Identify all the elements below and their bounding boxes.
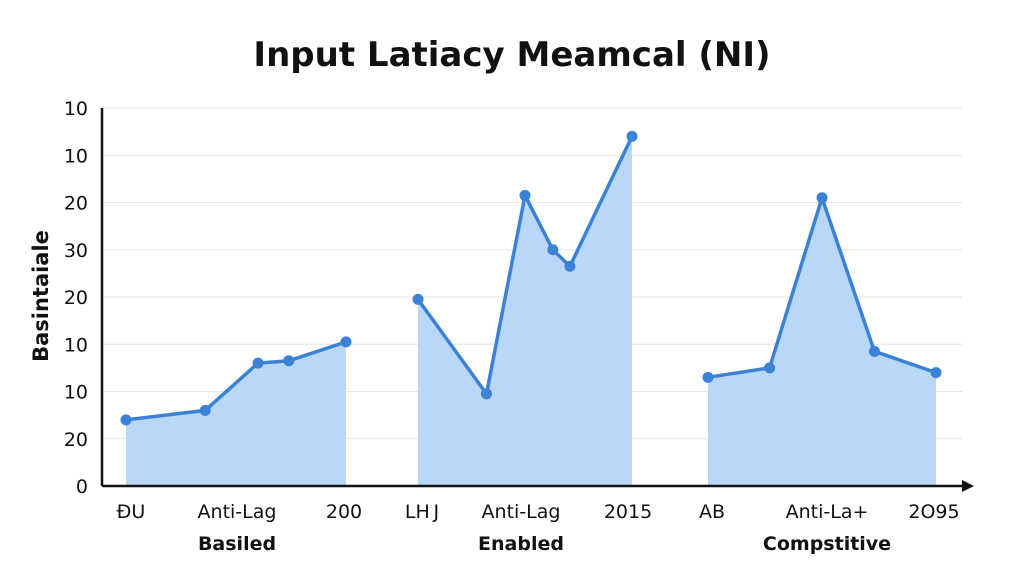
- data-point: [702, 371, 714, 383]
- x-tick-label: Anti-La+: [786, 501, 869, 523]
- x-tick-label: Anti-Lag: [198, 501, 277, 523]
- x-tick-label: 2O95: [908, 501, 959, 523]
- data-point: [564, 260, 576, 272]
- y-tick-label: 30: [64, 240, 88, 262]
- tick-labels: 0 20 10 10 20 30 20 10 10 ÐU Anti-Lag 200 Basiled LH …: [64, 98, 960, 555]
- series-line-2: [416, 135, 634, 396]
- data-point: [480, 388, 492, 400]
- area-fill-2: [418, 136, 632, 486]
- data-point: [283, 355, 295, 367]
- y-tick-label: 10: [64, 145, 88, 167]
- data-point: [764, 362, 776, 374]
- data-point: [816, 192, 828, 204]
- data-point: [252, 357, 264, 369]
- data-point: [340, 336, 352, 348]
- y-tick-label: 10: [64, 382, 88, 404]
- data-points: [120, 130, 942, 426]
- y-tick-label: 10: [64, 98, 88, 120]
- y-tick-label: 20: [64, 429, 88, 451]
- axes: [100, 108, 974, 492]
- data-point: [626, 130, 638, 142]
- chart-title: Input Latiacy Meamcal (NI): [253, 35, 770, 75]
- y-tick-label: 20: [64, 193, 88, 215]
- y-tick-label: 20: [64, 287, 88, 309]
- y-tick-label: 10: [64, 334, 88, 356]
- x-tick-label: 2015: [604, 501, 652, 523]
- data-point: [120, 414, 132, 426]
- y-axis-label: Basintaiale: [29, 230, 53, 362]
- data-point: [868, 345, 880, 357]
- area-fill-1: [126, 341, 346, 486]
- x-tick-label: AB: [699, 501, 725, 523]
- x-axis-arrow-icon: [962, 480, 974, 492]
- x-tick-label: LH J: [405, 501, 439, 523]
- group-label: Compstitive: [763, 533, 891, 555]
- data-point: [930, 367, 942, 379]
- area-fills: [126, 136, 936, 486]
- data-point: [519, 189, 531, 201]
- data-point: [199, 404, 211, 416]
- area-fill-3: [708, 197, 936, 486]
- x-tick-label: 200: [326, 501, 362, 523]
- x-tick-label: ÐU: [117, 501, 146, 523]
- data-point: [547, 244, 559, 256]
- x-tick-label: Anti-Lag: [482, 501, 561, 523]
- group-label: Basiled: [198, 533, 276, 555]
- data-point: [412, 293, 424, 305]
- y-tick-label: 0: [76, 476, 88, 498]
- group-label: Enabled: [478, 533, 564, 555]
